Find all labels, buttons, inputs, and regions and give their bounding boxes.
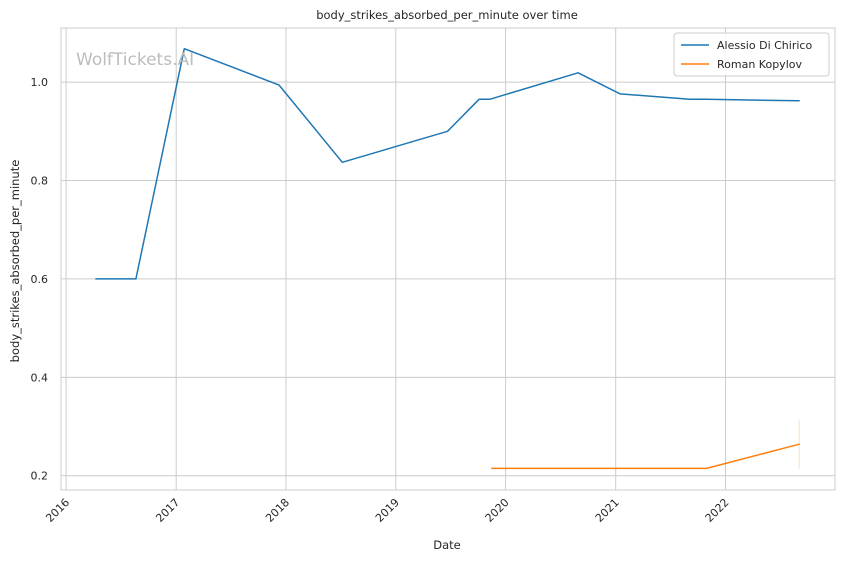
y-tick-label: 0.2 [31, 470, 49, 483]
legend-label-roman-kopylov: Roman Kopylov [717, 58, 802, 71]
plot-frame [60, 27, 836, 491]
x-axis-title: Date [433, 538, 461, 552]
x-tick-label: 2022 [703, 496, 732, 525]
x-tick-label: 2018 [263, 496, 292, 525]
series-layer [95, 47, 800, 470]
x-tick-label: 2017 [153, 496, 182, 525]
y-tick-label: 0.8 [31, 175, 49, 188]
y-tick-label: 1.0 [31, 76, 49, 89]
y-tick-label: 0.4 [31, 371, 49, 384]
series-line-roman-kopylov [491, 443, 800, 470]
legend: Alessio Di Chirico Roman Kopylov [673, 32, 830, 77]
y-tick-label: 0.6 [31, 273, 49, 286]
x-tick-label: 2019 [373, 496, 402, 525]
grid-layer [61, 28, 835, 490]
watermark: WolfTickets.AI [76, 50, 194, 70]
x-tick-label: 2021 [593, 496, 622, 525]
tick-layer: 2016 2017 2018 2019 2020 2021 2022 0.2 0.4 0.6 0.8… [31, 76, 732, 525]
x-tick-label: 2016 [43, 496, 72, 525]
legend-label-alessio-di-chirico: Alessio Di Chirico [717, 39, 812, 52]
x-tick-label: 2020 [483, 496, 512, 525]
y-axis-title: body_strikes_absorbed_per_minute [8, 160, 22, 363]
series-line-alessio-di-chirico [95, 47, 800, 280]
chart-title: body_strikes_absorbed_per_minute over ti… [316, 8, 578, 22]
legend-box [673, 32, 830, 77]
